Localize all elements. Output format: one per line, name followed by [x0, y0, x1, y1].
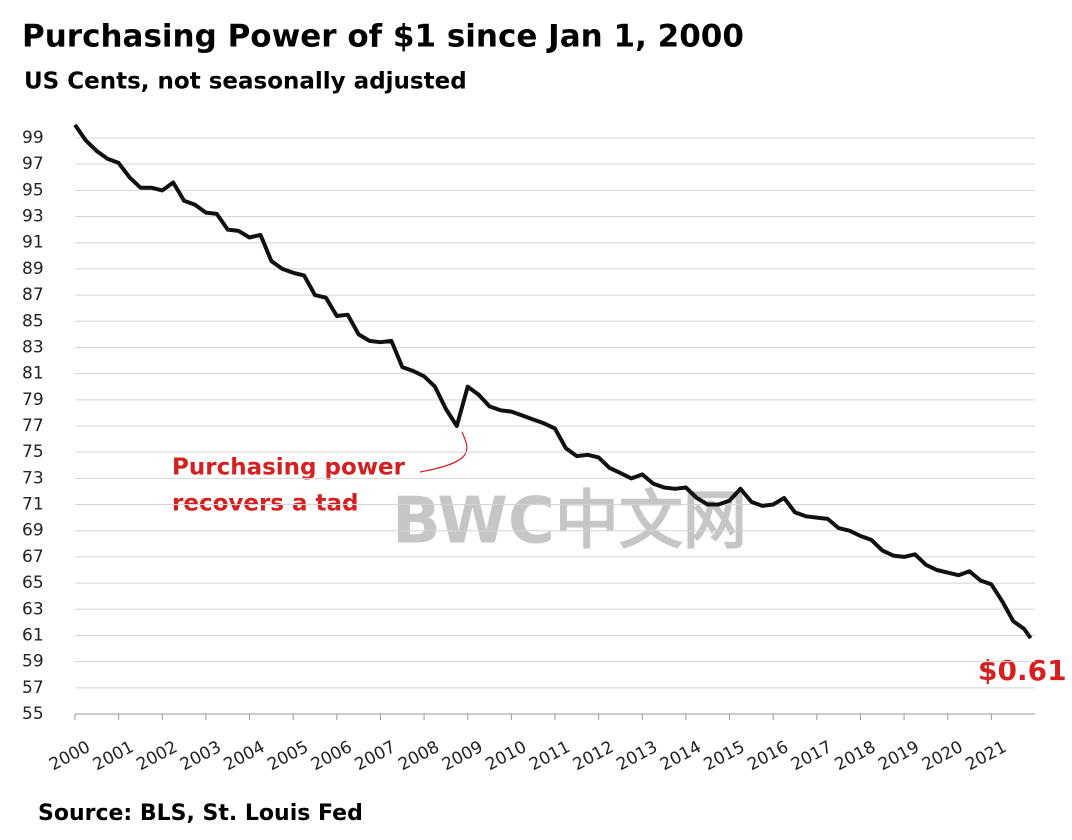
x-tick-label: 2009 — [439, 737, 487, 775]
x-tick-label: 2004 — [221, 737, 269, 775]
y-tick-label: 69 — [22, 521, 44, 541]
y-tick-label: 79 — [22, 390, 44, 410]
x-tick-label: 2003 — [177, 737, 225, 775]
x-tick-label: 2015 — [701, 737, 749, 775]
watermark: BWC中文网 — [392, 485, 747, 559]
x-tick-label: 2016 — [744, 737, 792, 775]
series-line — [73, 123, 1033, 640]
x-tick-label: 2013 — [613, 737, 661, 775]
y-tick-label: 67 — [22, 547, 44, 567]
x-tick-label: 2008 — [395, 737, 443, 775]
source: Source: BLS, St. Louis Fed — [38, 801, 363, 826]
end-label: $0.61 — [978, 654, 1067, 687]
annotation: recovers a tad — [172, 491, 359, 517]
annotation-connector — [419, 431, 468, 473]
y-tick-label: 73 — [22, 468, 44, 488]
y-tick-label: 89 — [22, 259, 44, 279]
y-tick-label: 81 — [22, 364, 44, 384]
x-tick-label: 2000 — [46, 737, 94, 775]
y-tick-label: 83 — [22, 337, 44, 357]
y-tick-label: 87 — [22, 285, 44, 305]
x-tick-label: 2012 — [570, 737, 618, 775]
y-tick-label: 63 — [22, 599, 44, 619]
x-tick-label: 2014 — [657, 737, 705, 775]
x-tick-label: 2010 — [482, 737, 530, 775]
y-tick-label: 65 — [22, 573, 44, 593]
chart-title: Purchasing Power of $1 since Jan 1, 2000 — [22, 19, 744, 55]
annotation: Purchasing power — [172, 455, 406, 481]
x-tick-label: 2001 — [90, 737, 138, 775]
y-tick-label: 91 — [22, 233, 44, 253]
y-tick-label: 95 — [22, 180, 44, 200]
x-tick-label: 2020 — [919, 737, 967, 775]
x-tick-label: 2007 — [352, 737, 400, 775]
y-tick-label: 97 — [22, 154, 44, 174]
y-tick-label: 77 — [22, 416, 44, 436]
y-tick-label: 59 — [22, 652, 44, 672]
y-tick-label: 85 — [22, 311, 44, 331]
y-tick-label: 75 — [22, 442, 44, 462]
y-tick-label: 55 — [22, 704, 44, 724]
y-tick-label: 71 — [22, 495, 44, 515]
x-tick-label: 2011 — [526, 737, 574, 775]
x-tick-label: 2019 — [875, 737, 923, 775]
y-tick-label: 61 — [22, 625, 44, 645]
x-tick-label: 2005 — [264, 737, 312, 775]
x-tick-label: 2017 — [788, 737, 836, 775]
x-tick-label: 2006 — [308, 737, 356, 775]
y-tick-label: 99 — [22, 128, 44, 148]
chart-subtitle: US Cents, not seasonally adjusted — [24, 69, 467, 95]
y-tick-label: 57 — [22, 678, 44, 698]
y-tick-label: 93 — [22, 207, 44, 227]
x-tick-label: 2018 — [832, 737, 880, 775]
x-tick-label: 2002 — [133, 737, 181, 775]
x-tick-label: 2021 — [962, 737, 1010, 775]
